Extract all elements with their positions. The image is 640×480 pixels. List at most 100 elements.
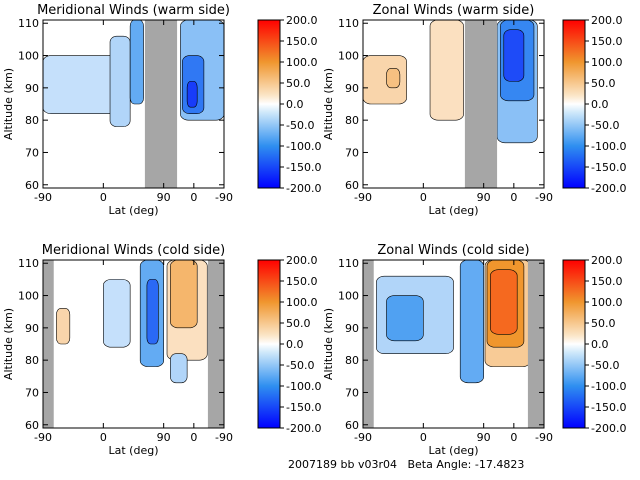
y-axis-label: Altitude (km) — [322, 308, 335, 380]
plot-frame — [42, 19, 225, 189]
footer-run-id: 2007189 bb v03r04 — [288, 458, 397, 471]
colorbar-tick-label: -50.0 — [286, 359, 314, 372]
y-axis-label: Altitude (km) — [2, 308, 15, 380]
y-axis-label: Altitude (km) — [322, 68, 335, 140]
contour-region — [146, 279, 159, 345]
y-tick-label: 100 — [18, 290, 39, 303]
x-tick-label: -90 — [535, 431, 553, 444]
colorbar — [257, 19, 281, 189]
y-tick-label: 100 — [18, 50, 39, 63]
colorbar-tick-label: 50.0 — [591, 77, 616, 90]
plot-frame — [362, 19, 545, 189]
x-tick-label: 0 — [190, 431, 197, 444]
y-tick-label: 90 — [345, 322, 359, 335]
colorbar-tick-label: -50.0 — [286, 119, 314, 132]
x-tick-label: -90 — [354, 431, 372, 444]
colorbar-tick-label: -200.0 — [591, 422, 626, 435]
y-tick-label: 70 — [345, 386, 359, 399]
contour-region — [186, 81, 198, 108]
contour-region — [170, 259, 198, 329]
colorbar-tick-label: 150.0 — [591, 35, 623, 48]
colorbar-tick-label: 150.0 — [286, 35, 318, 48]
colorbar-tick-label: -100.0 — [591, 380, 626, 393]
no-data-band — [527, 260, 544, 428]
contour-region — [56, 308, 71, 345]
contour-region — [129, 19, 144, 105]
colorbar-tick-label: 100.0 — [591, 296, 623, 309]
x-tick-label: -90 — [34, 431, 52, 444]
colorbar-tick-label: -200.0 — [286, 422, 321, 435]
colorbar-tick-label: 200.0 — [591, 14, 623, 27]
chart-panel-4: Zonal Winds (cold side) -90 0 90 0 -90 Lat (de… — [322, 243, 626, 457]
y-tick-label: 80 — [345, 354, 359, 367]
chart-panel-1: Meridional Winds (warm side) -90 0 90 0 -90 La… — [2, 3, 321, 217]
x-tick-label: -90 — [34, 191, 52, 204]
x-axis-label: Lat (deg) — [109, 204, 159, 217]
contour-region — [459, 259, 484, 384]
no-data-band — [144, 20, 178, 188]
y-tick-label: 60 — [25, 419, 39, 432]
colorbar-tick-label: -50.0 — [591, 359, 619, 372]
colorbar-tick-label: 50.0 — [591, 317, 616, 330]
no-data-band — [363, 260, 374, 428]
x-axis-label: Lat (deg) — [429, 444, 479, 457]
y-tick-label: 70 — [25, 146, 39, 159]
contour-region — [170, 353, 188, 384]
colorbar-tick-label: -200.0 — [591, 182, 626, 195]
chart-panel-3: Meridional Winds (cold side) -90 0 90 0 -90 La… — [2, 243, 321, 457]
chart-title: Meridional Winds (cold side) — [42, 243, 225, 258]
footer-caption: 2007189 bb v03r04 Beta Angle: -17.4823 — [288, 458, 524, 471]
x-tick-label: 0 — [420, 191, 427, 204]
x-tick-label: -90 — [535, 191, 553, 204]
footer-beta-label: Beta Angle: — [407, 458, 472, 471]
colorbar-tick-label: 50.0 — [286, 77, 311, 90]
x-tick-label: 0 — [100, 191, 107, 204]
chart-title: Meridional Winds (warm side) — [37, 3, 230, 18]
y-tick-label: 90 — [25, 322, 39, 335]
colorbar-tick-label: -50.0 — [591, 119, 619, 132]
colorbar-tick-label: -100.0 — [286, 380, 321, 393]
x-tick-label: -90 — [354, 191, 372, 204]
no-data-band — [207, 260, 224, 428]
x-axis-label: Lat (deg) — [429, 204, 479, 217]
x-axis-label: Lat (deg) — [109, 444, 159, 457]
y-tick-label: 60 — [345, 179, 359, 192]
colorbar-tick-label: 50.0 — [286, 317, 311, 330]
footer-beta-value: -17.4823 — [474, 458, 525, 471]
x-tick-label: 90 — [477, 191, 491, 204]
contour-region — [386, 68, 401, 89]
colorbar — [562, 19, 586, 189]
no-data-band — [43, 260, 54, 428]
y-tick-label: 80 — [25, 354, 39, 367]
y-tick-label: 60 — [345, 419, 359, 432]
colorbar-tick-label: 0.0 — [591, 338, 609, 351]
x-tick-label: 0 — [510, 431, 517, 444]
x-tick-label: -90 — [215, 191, 233, 204]
y-tick-label: 70 — [25, 386, 39, 399]
y-tick-label: 90 — [345, 82, 359, 95]
contour-region — [429, 19, 464, 121]
colorbar-tick-label: 200.0 — [286, 14, 318, 27]
colorbar-tick-label: -150.0 — [286, 401, 321, 414]
colorbar-tick-label: 100.0 — [286, 56, 318, 69]
y-tick-label: 110 — [18, 257, 39, 270]
colorbar-tick-label: -150.0 — [286, 161, 321, 174]
y-tick-label: 110 — [338, 17, 359, 30]
x-tick-label: 90 — [477, 431, 491, 444]
colorbar-tick-label: -150.0 — [591, 161, 626, 174]
contour-region — [503, 29, 525, 82]
y-tick-label: 60 — [25, 179, 39, 192]
plot-frame — [42, 259, 225, 429]
x-tick-label: 0 — [510, 191, 517, 204]
colorbar-tick-label: 200.0 — [591, 254, 623, 267]
chart-title: Zonal Winds (warm side) — [373, 3, 535, 18]
y-tick-label: 100 — [338, 290, 359, 303]
colorbar-tick-label: -100.0 — [591, 140, 626, 153]
contour-region — [490, 269, 518, 335]
x-tick-label: 0 — [190, 191, 197, 204]
y-tick-label: 80 — [345, 114, 359, 127]
y-axis-label: Altitude (km) — [2, 68, 15, 140]
colorbar-tick-label: 0.0 — [286, 98, 304, 111]
y-tick-label: 100 — [338, 50, 359, 63]
contour-region — [386, 295, 424, 342]
